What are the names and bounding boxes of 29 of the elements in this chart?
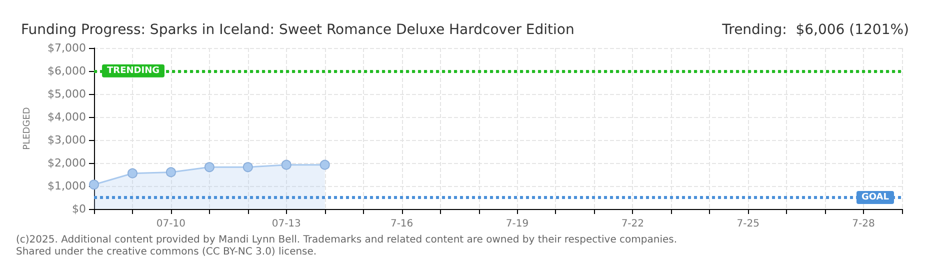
point bbox=[166, 167, 176, 178]
y-tick-label: $0 bbox=[72, 202, 86, 216]
point bbox=[89, 180, 99, 190]
x-tick-label: 07-13 bbox=[272, 218, 301, 230]
point bbox=[127, 168, 138, 178]
y-tick-label: $6,000 bbox=[48, 64, 86, 78]
x-tick-label: 7-25 bbox=[736, 218, 760, 230]
y-axis-title: PLEDGED bbox=[22, 107, 32, 150]
ref-line-label: TRENDING bbox=[107, 66, 160, 76]
y-tick-label: $3,000 bbox=[48, 134, 86, 146]
point bbox=[242, 162, 253, 172]
point bbox=[204, 162, 214, 172]
point bbox=[320, 160, 330, 170]
y-tick-label: $2,000 bbox=[48, 156, 86, 170]
chart-subtitle: Trending: $6,006 (1201%) bbox=[721, 22, 909, 38]
x-tick-label: 7-19 bbox=[506, 218, 529, 230]
x-tick-label: 7-16 bbox=[390, 218, 414, 230]
chart-title: Funding Progress: Sparks in Iceland: Sweet Romance Deluxe Hardcover Edition bbox=[21, 22, 574, 38]
text: (c)2025. Additional content provided by Mandi Lynn Bell. Trademarks and related content are owned by their respective companies. bbox=[16, 234, 678, 246]
y-tick-label: $5,000 bbox=[48, 88, 86, 100]
y-tick-label: $4,000 bbox=[48, 110, 86, 124]
x-tick-label: 7-28 bbox=[852, 218, 875, 230]
y-tick-label: $1,000 bbox=[48, 180, 86, 192]
y-tick-label: $7,000 bbox=[48, 42, 86, 54]
point bbox=[281, 160, 292, 170]
x-tick-label: 07-10 bbox=[156, 218, 186, 230]
ref-line-label: GOAL bbox=[862, 192, 890, 202]
text: Shared under the creative commons (CC BY-NC 3.0) license. bbox=[16, 246, 317, 258]
x-tick-label: 7-22 bbox=[621, 218, 644, 230]
